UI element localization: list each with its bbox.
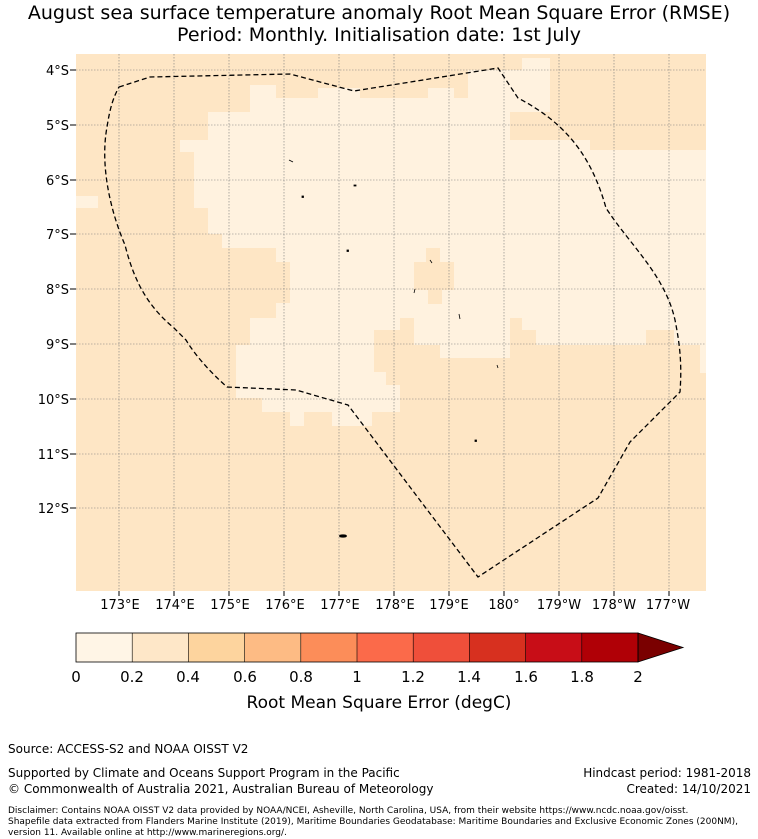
- support-text: Supported by Climate and Oceans Support …: [8, 766, 400, 780]
- colorbar-tick-label: 0.6: [233, 668, 257, 686]
- colorbar-tick-label: 2: [633, 668, 643, 686]
- islands: [288, 159, 499, 538]
- rmse-patch: [428, 290, 442, 304]
- gridlines: [76, 54, 706, 591]
- colorbar: [75, 632, 685, 663]
- lon-axis: 173°E 174°E 175°E 176°E 177°E 178°E 179°…: [100, 591, 690, 613]
- colorbar-tick-label: 1: [352, 668, 362, 686]
- colorbar-bin: [76, 633, 133, 662]
- lon-label: 177°E: [320, 598, 360, 613]
- colorbar-bin: [357, 633, 414, 662]
- colorbar-extend-arrow: [637, 632, 685, 663]
- lon-label: 176°E: [265, 598, 305, 613]
- lon-label: 173°E: [100, 598, 140, 613]
- disclaimer-line: Shapefile data extracted from Flanders M…: [8, 817, 738, 827]
- colorbar-tick-label: 1.8: [570, 668, 594, 686]
- rmse-low-region: [180, 58, 706, 426]
- colorbar-bin: [188, 633, 245, 662]
- colorbar-title: Root Mean Square Error (degC): [246, 693, 512, 713]
- lon-label: 177°W: [646, 598, 690, 613]
- rmse-patch: [414, 262, 454, 290]
- disclaimer-line: Disclaimer: Contains NOAA OISST V2 data …: [8, 806, 689, 816]
- lon-label: 178°W: [592, 598, 636, 613]
- colorbar-tick-label: 1.2: [401, 668, 425, 686]
- lon-label: 178°E: [375, 598, 415, 613]
- disclaimer-line: version 11. Available online at http://w…: [8, 828, 287, 838]
- lat-label: 9°S: [46, 338, 69, 353]
- island: [496, 364, 499, 369]
- lat-label: 11°S: [38, 448, 69, 463]
- lon-label: 174°E: [155, 598, 195, 613]
- lat-label: 5°S: [46, 119, 69, 134]
- source-text: Source: ACCESS-S2 and NOAA OISST V2: [8, 742, 249, 756]
- lat-label: 7°S: [46, 228, 69, 243]
- created-date: Created: 14/10/2021: [626, 782, 751, 796]
- map-subtitle: Period: Monthly. Initialisation date: 1s…: [177, 24, 581, 46]
- lat-label: 6°S: [46, 174, 69, 189]
- colorbar-bin: [469, 633, 526, 662]
- colorbar-bin: [413, 633, 470, 662]
- colorbar-tick-label: 0.2: [120, 668, 144, 686]
- colorbar-tick-label: 0: [71, 668, 81, 686]
- lon-label: 179°E: [429, 598, 469, 613]
- rmse-patch: [700, 345, 706, 373]
- colorbar-tick-label: 1.6: [514, 668, 538, 686]
- map-title: August sea surface temperature anomaly R…: [27, 2, 731, 24]
- colorbar-tick-label: 1.4: [457, 668, 481, 686]
- island: [288, 159, 294, 163]
- colorbar-bin: [132, 633, 189, 662]
- island: [301, 195, 304, 198]
- lat-axis: 4°S 5°S 6°S 7°S 8°S 9°S 10°S 11°S 12°S: [38, 64, 76, 517]
- lat-label: 10°S: [38, 393, 69, 408]
- island: [474, 439, 477, 442]
- rmse-patch: [76, 196, 98, 208]
- colorbar-tick-label: 0.8: [289, 668, 313, 686]
- colorbar-bin: [244, 633, 302, 662]
- lat-label: 8°S: [46, 283, 69, 298]
- copyright-text: © Commonwealth of Australia 2021, Austra…: [8, 782, 434, 796]
- hindcast-period: Hindcast period: 1981-2018: [583, 766, 751, 780]
- island: [458, 313, 461, 320]
- island: [346, 249, 349, 252]
- colorbar-bin: [525, 633, 583, 662]
- island: [339, 534, 347, 538]
- eez-boundary: [104, 67, 682, 578]
- lat-label: 4°S: [46, 64, 69, 79]
- map-figure: 4°S 5°S 6°S 7°S 8°S 9°S 10°S 11°S 12°S 1…: [38, 54, 706, 663]
- colorbar-bin: [581, 633, 639, 662]
- lon-label: 180°: [488, 598, 519, 613]
- lat-label: 12°S: [38, 502, 69, 517]
- rmse-patch: [426, 248, 440, 262]
- map-panel: [76, 54, 706, 591]
- island: [353, 184, 357, 187]
- colorbar-bin: [300, 633, 358, 662]
- island: [413, 288, 416, 294]
- disclaimer: Disclaimer: Contains NOAA OISST V2 data …: [8, 806, 756, 839]
- island: [429, 259, 433, 264]
- lon-label: 175°E: [210, 598, 250, 613]
- lon-label: 179°W: [537, 598, 581, 613]
- colorbar-tick-label: 0.4: [176, 668, 200, 686]
